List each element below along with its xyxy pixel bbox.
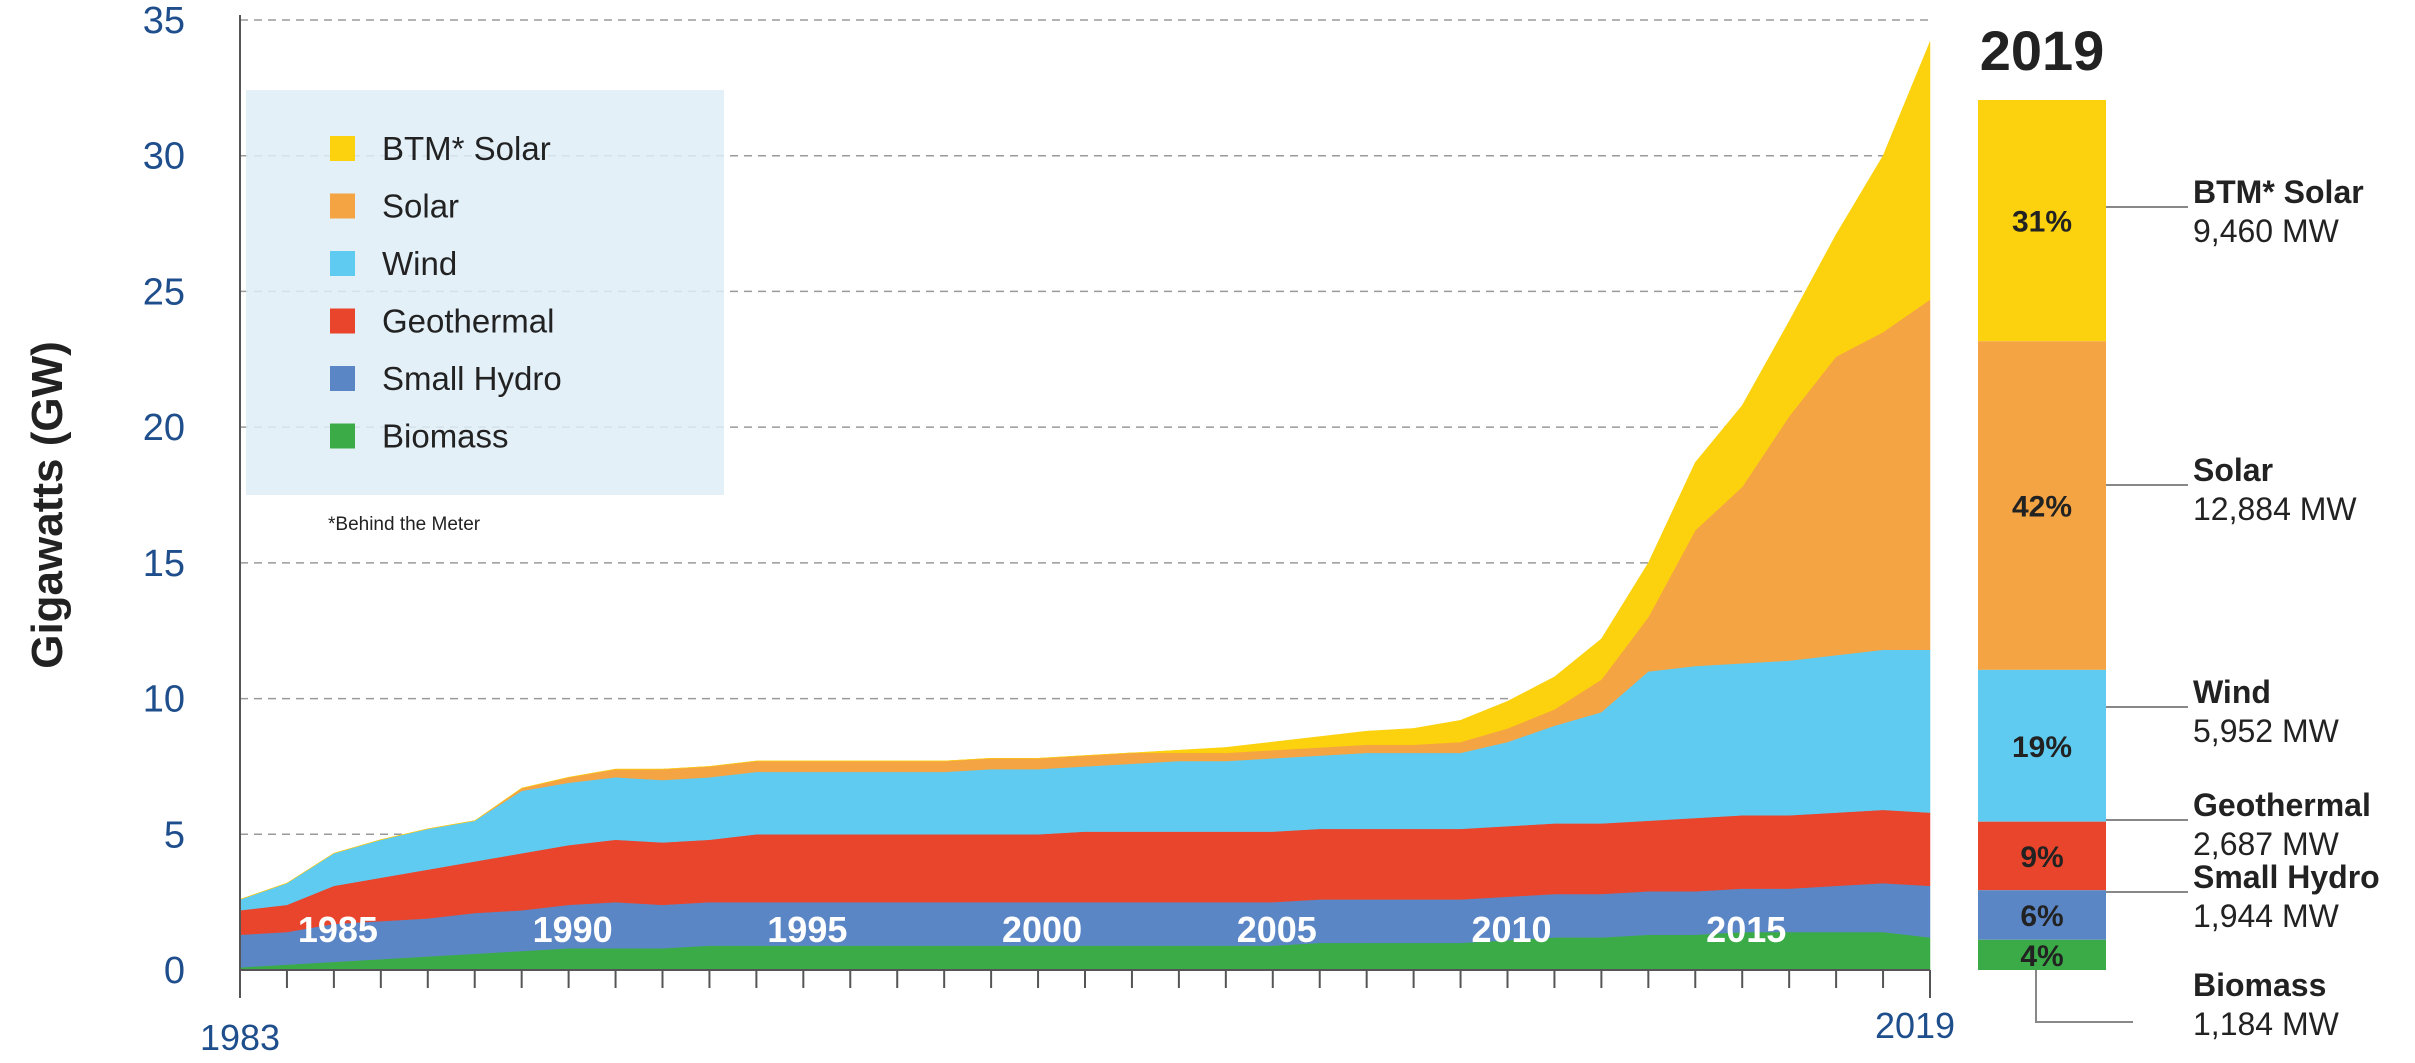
side-label-name: Biomass xyxy=(2193,967,2326,1003)
side-label-name: Solar xyxy=(2193,452,2273,488)
side-label-name: BTM* Solar xyxy=(2193,174,2364,210)
bar-segment-wind xyxy=(1978,669,2106,822)
side-label-name: Geothermal xyxy=(2193,787,2371,823)
side-label-value: 1,184 MW xyxy=(2193,1006,2340,1042)
stacked-areas xyxy=(239,41,1931,971)
bar-segment-btm-solar xyxy=(1978,100,2106,342)
legend-swatch xyxy=(330,423,355,449)
legend-swatch xyxy=(330,193,355,219)
bar-segment-solar xyxy=(1978,341,2106,670)
decade-label: 2015 xyxy=(1706,909,1786,950)
legend-label: Wind xyxy=(382,245,457,282)
axes: 0 5 10 15 20 25 30 35 1983 2019 xyxy=(143,0,1955,1058)
y-tick-label: 10 xyxy=(143,679,185,721)
decade-label: 2010 xyxy=(1471,909,1551,950)
decade-label: 2005 xyxy=(1237,909,1317,950)
side-label-value: 12,884 MW xyxy=(2193,491,2357,527)
bar-pct-label: 9% xyxy=(2020,841,2063,874)
decade-labels: 1985 1990 1995 2000 2005 2010 2015 xyxy=(298,909,1786,950)
x-start-label: 1983 xyxy=(200,1017,280,1058)
legend-label: BTM* Solar xyxy=(382,130,551,167)
decade-label: 2000 xyxy=(1002,909,1082,950)
y-tick-label: 35 xyxy=(143,0,185,42)
y-tick-label: 5 xyxy=(164,814,185,856)
bar-title: 2019 xyxy=(1980,19,2105,82)
bar-segment-small-hydro xyxy=(1978,890,2106,940)
bar-segment-geothermal xyxy=(1978,821,2106,891)
legend-label: Geothermal xyxy=(382,303,554,340)
legend-note: *Behind the Meter xyxy=(328,514,481,535)
legend-swatch xyxy=(330,308,355,334)
side-label-name: Small Hydro xyxy=(2193,859,2380,895)
legend-label: Solar xyxy=(382,188,459,225)
legend-box xyxy=(246,90,724,495)
side-label-value: 9,460 MW xyxy=(2193,213,2340,249)
x-end-label: 2019 xyxy=(1875,1005,1955,1046)
decade-label: 1985 xyxy=(298,909,378,950)
y-tick-label: 30 xyxy=(143,136,185,178)
side-label-value: 1,944 MW xyxy=(2193,898,2340,934)
leader-line xyxy=(2035,970,2133,1023)
side-label-value: 5,952 MW xyxy=(2193,713,2340,749)
side-label-value: 2,687 MW xyxy=(2193,826,2340,862)
y-tick-label: 0 xyxy=(164,950,185,992)
bar-pct-label: 6% xyxy=(2020,900,2063,933)
area-btm-solar xyxy=(239,41,1931,900)
legend-swatch xyxy=(330,251,355,276)
bar-pct-label: 19% xyxy=(2012,731,2072,764)
side-label-name: Wind xyxy=(2193,674,2271,710)
legend-label: Small Hydro xyxy=(382,360,562,397)
legend-swatch xyxy=(330,136,355,161)
y-axis-title: Gigawatts (GW) xyxy=(23,341,72,669)
bar-pct-label: 4% xyxy=(2020,940,2063,973)
bar-pct-label: 42% xyxy=(2012,491,2072,524)
y-tick-label: 25 xyxy=(143,271,185,313)
bar-pct-label: 31% xyxy=(2012,206,2072,239)
bar-segment-biomass xyxy=(1978,939,2106,970)
legend-swatch xyxy=(330,366,355,391)
y-tick-label: 15 xyxy=(143,543,185,585)
legend: BTM* Solar Solar Wind Geothermal Small Hydro… xyxy=(246,90,724,535)
legend-label: Biomass xyxy=(382,418,509,455)
decade-label: 1995 xyxy=(767,909,847,950)
decade-label: 1990 xyxy=(533,909,613,950)
y-tick-label: 20 xyxy=(143,407,185,449)
